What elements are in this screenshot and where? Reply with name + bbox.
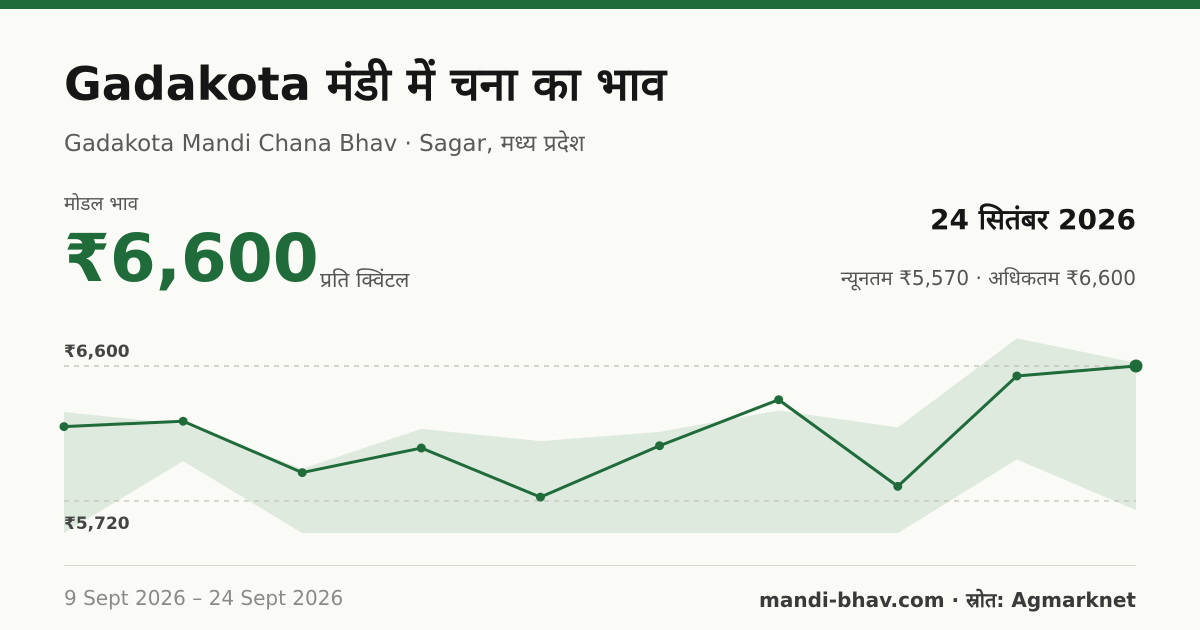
reference-label-low: ₹5,720 [64,514,130,534]
data-point [297,468,307,478]
date-range: 9 Sept 2026 – 24 Sept 2026 [64,586,344,610]
top-accent-bar [0,0,1200,9]
price-date: 24 सितंबर 2026 [930,203,1136,236]
data-point [774,395,784,405]
data-point [1129,359,1143,373]
model-price-value: ₹6,600 [64,220,319,297]
data-point [655,441,665,451]
page-subtitle: Gadakota Mandi Chana Bhav · Sagar, मध्य … [64,131,585,157]
reference-label-high: ₹6,600 [64,342,130,362]
price-range-band [64,338,1136,534]
min-max-price: न्यूनतम ₹5,570 · अधिकतम ₹6,600 [840,266,1136,290]
data-point [178,416,188,426]
data-point [416,443,426,453]
data-point [893,481,903,491]
data-point [535,492,545,502]
model-price-line [63,364,1137,499]
data-source: mandi-bhav.com · स्रोत: Agmarknet [759,588,1136,612]
data-point [59,422,69,432]
price-trend-chart: ₹6,600 ₹5,720 [59,338,1143,534]
footer-divider [64,565,1136,566]
price-unit: प्रति क्विंटल [320,268,410,292]
data-point [1012,371,1022,381]
model-price-label: मोडल भाव [64,193,139,215]
data-points [59,359,1143,502]
page-title: Gadakota मंडी में चना का भाव [64,57,667,111]
